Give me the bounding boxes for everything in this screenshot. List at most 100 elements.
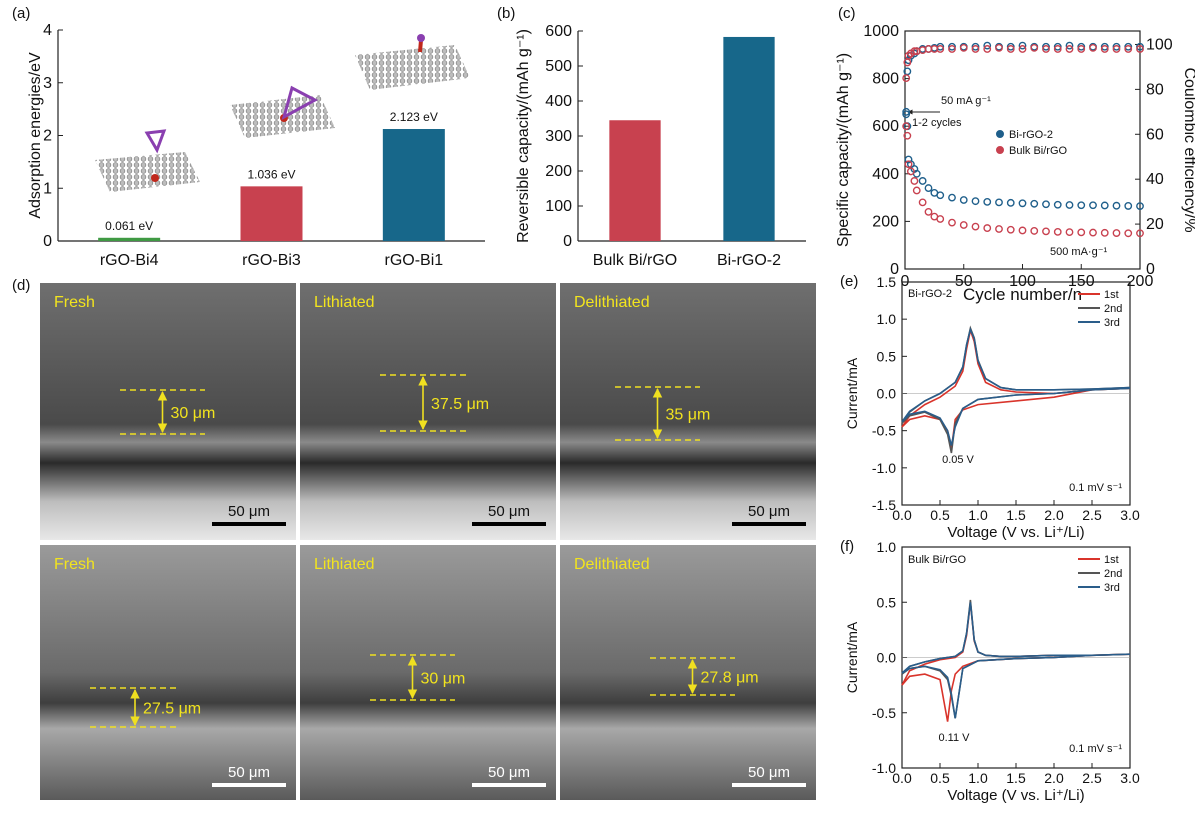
sem-image (40, 545, 296, 800)
data-point (1030, 199, 1039, 208)
data-point (1100, 42, 1109, 51)
annotation: Bi-rGO-2 (908, 288, 952, 300)
y-tick-label: 1000 (863, 23, 899, 40)
y2-tick-label: 20 (1146, 216, 1164, 233)
legend-label: 3rd (1104, 582, 1120, 594)
graphene-sheet (95, 152, 200, 192)
sem-image (40, 283, 296, 540)
data-point (1089, 228, 1097, 237)
value-label: 0.061 eV (105, 219, 153, 233)
annotation: 0.1 mV s⁻¹ (1069, 482, 1122, 494)
x-tick-label: 0.0 (892, 507, 912, 523)
data-point (983, 197, 992, 206)
legend-marker (996, 130, 1004, 138)
y-tick-label: 0.0 (877, 650, 897, 666)
thickness-label: 30 μm (171, 405, 216, 422)
sem-image (300, 283, 556, 540)
y-tick-label: 200 (872, 213, 899, 230)
scale-label: 50 μm (228, 503, 270, 520)
data-point (902, 110, 911, 119)
data-point (1042, 227, 1050, 236)
data-point (1018, 226, 1027, 235)
value-label: 1.036 eV (247, 167, 295, 181)
thickness-label: 30 μm (421, 671, 466, 688)
sem-image (560, 545, 816, 800)
bi-cluster (144, 129, 167, 154)
data-point (971, 197, 980, 206)
data-point (1077, 201, 1086, 210)
x-axis-label: Cycle number/n (963, 285, 1082, 304)
data-point (1136, 202, 1144, 211)
legend-marker (996, 146, 1004, 154)
y-tick-label: 600 (872, 118, 899, 135)
molecule-sketches (95, 34, 470, 192)
y-tick-label: 0.5 (877, 594, 897, 610)
data-point (1112, 201, 1121, 210)
panel-label: (d) (12, 277, 30, 294)
data-point (983, 224, 992, 232)
x-tick-label: rGO-Bi3 (242, 252, 301, 269)
sem-image (560, 283, 816, 540)
x-tick-label: 0.5 (930, 770, 950, 786)
y2-tick-label: 80 (1146, 81, 1164, 98)
y-tick-label: -0.5 (872, 705, 896, 721)
data-point (995, 43, 1003, 52)
annotation: 500 mA·g⁻¹ (1050, 246, 1107, 258)
scale-label: 50 μm (748, 764, 790, 781)
x-tick-label: 2.0 (1044, 770, 1064, 786)
y-tick-label: -0.5 (872, 423, 896, 439)
data-point (971, 45, 980, 53)
data-point (910, 47, 919, 56)
cv-curve (901, 602, 1131, 719)
scale-label: 50 μm (488, 764, 530, 781)
data-point (936, 45, 945, 53)
data-point (983, 41, 992, 50)
data-point (959, 196, 968, 204)
bar (723, 36, 775, 242)
y-tick-label: 100 (545, 198, 572, 215)
data-point (1124, 42, 1133, 51)
x-axis-label: Voltage (V vs. Li⁺/Li) (947, 524, 1084, 541)
data-point (1053, 42, 1062, 51)
data-point (1112, 42, 1121, 51)
annotation: 1-2 cycles (912, 117, 962, 129)
sem-state: Delithiated (574, 294, 650, 311)
bi-atom (418, 39, 423, 53)
y-tick-label: -1.0 (872, 460, 896, 476)
bi-atom (151, 174, 159, 182)
legend-label: Bi-rGO-2 (1009, 129, 1053, 141)
thickness-label: 27.8 μm (701, 670, 759, 687)
y-tick-label: 3 (43, 75, 52, 92)
data-point (936, 191, 945, 200)
x-tick-label: 3.0 (1120, 770, 1140, 786)
y-tick-label: 1.5 (877, 274, 897, 290)
data-point (948, 193, 956, 202)
data-point (995, 198, 1003, 207)
data-point (971, 222, 980, 231)
data-point (1065, 41, 1074, 50)
sem-state: Lithiated (314, 556, 375, 573)
y-axis-label: Current/mA (844, 357, 860, 429)
data-point (1077, 42, 1086, 51)
sem-image (300, 545, 556, 800)
panel-label: (a) (12, 5, 30, 22)
thickness-label: 37.5 μm (431, 396, 489, 413)
y-tick-label: -1.5 (872, 497, 896, 513)
data-point (902, 122, 911, 131)
data-point (936, 215, 945, 223)
data-point (912, 186, 921, 195)
x-tick-label: rGO-Bi1 (384, 252, 443, 269)
data-point (995, 225, 1003, 233)
x-tick-label: 2.5 (1082, 770, 1102, 786)
y-tick-label: 200 (545, 163, 572, 180)
data-point (1018, 41, 1027, 50)
data-point (918, 177, 927, 185)
y-tick-label: 400 (872, 166, 899, 183)
sem-state: Fresh (54, 294, 95, 311)
data-point (971, 42, 980, 51)
x-axis-label: Voltage (V vs. Li⁺/Li) (947, 787, 1084, 804)
data-point (959, 43, 968, 52)
data-point (918, 198, 927, 207)
sem-state: Fresh (54, 556, 95, 573)
